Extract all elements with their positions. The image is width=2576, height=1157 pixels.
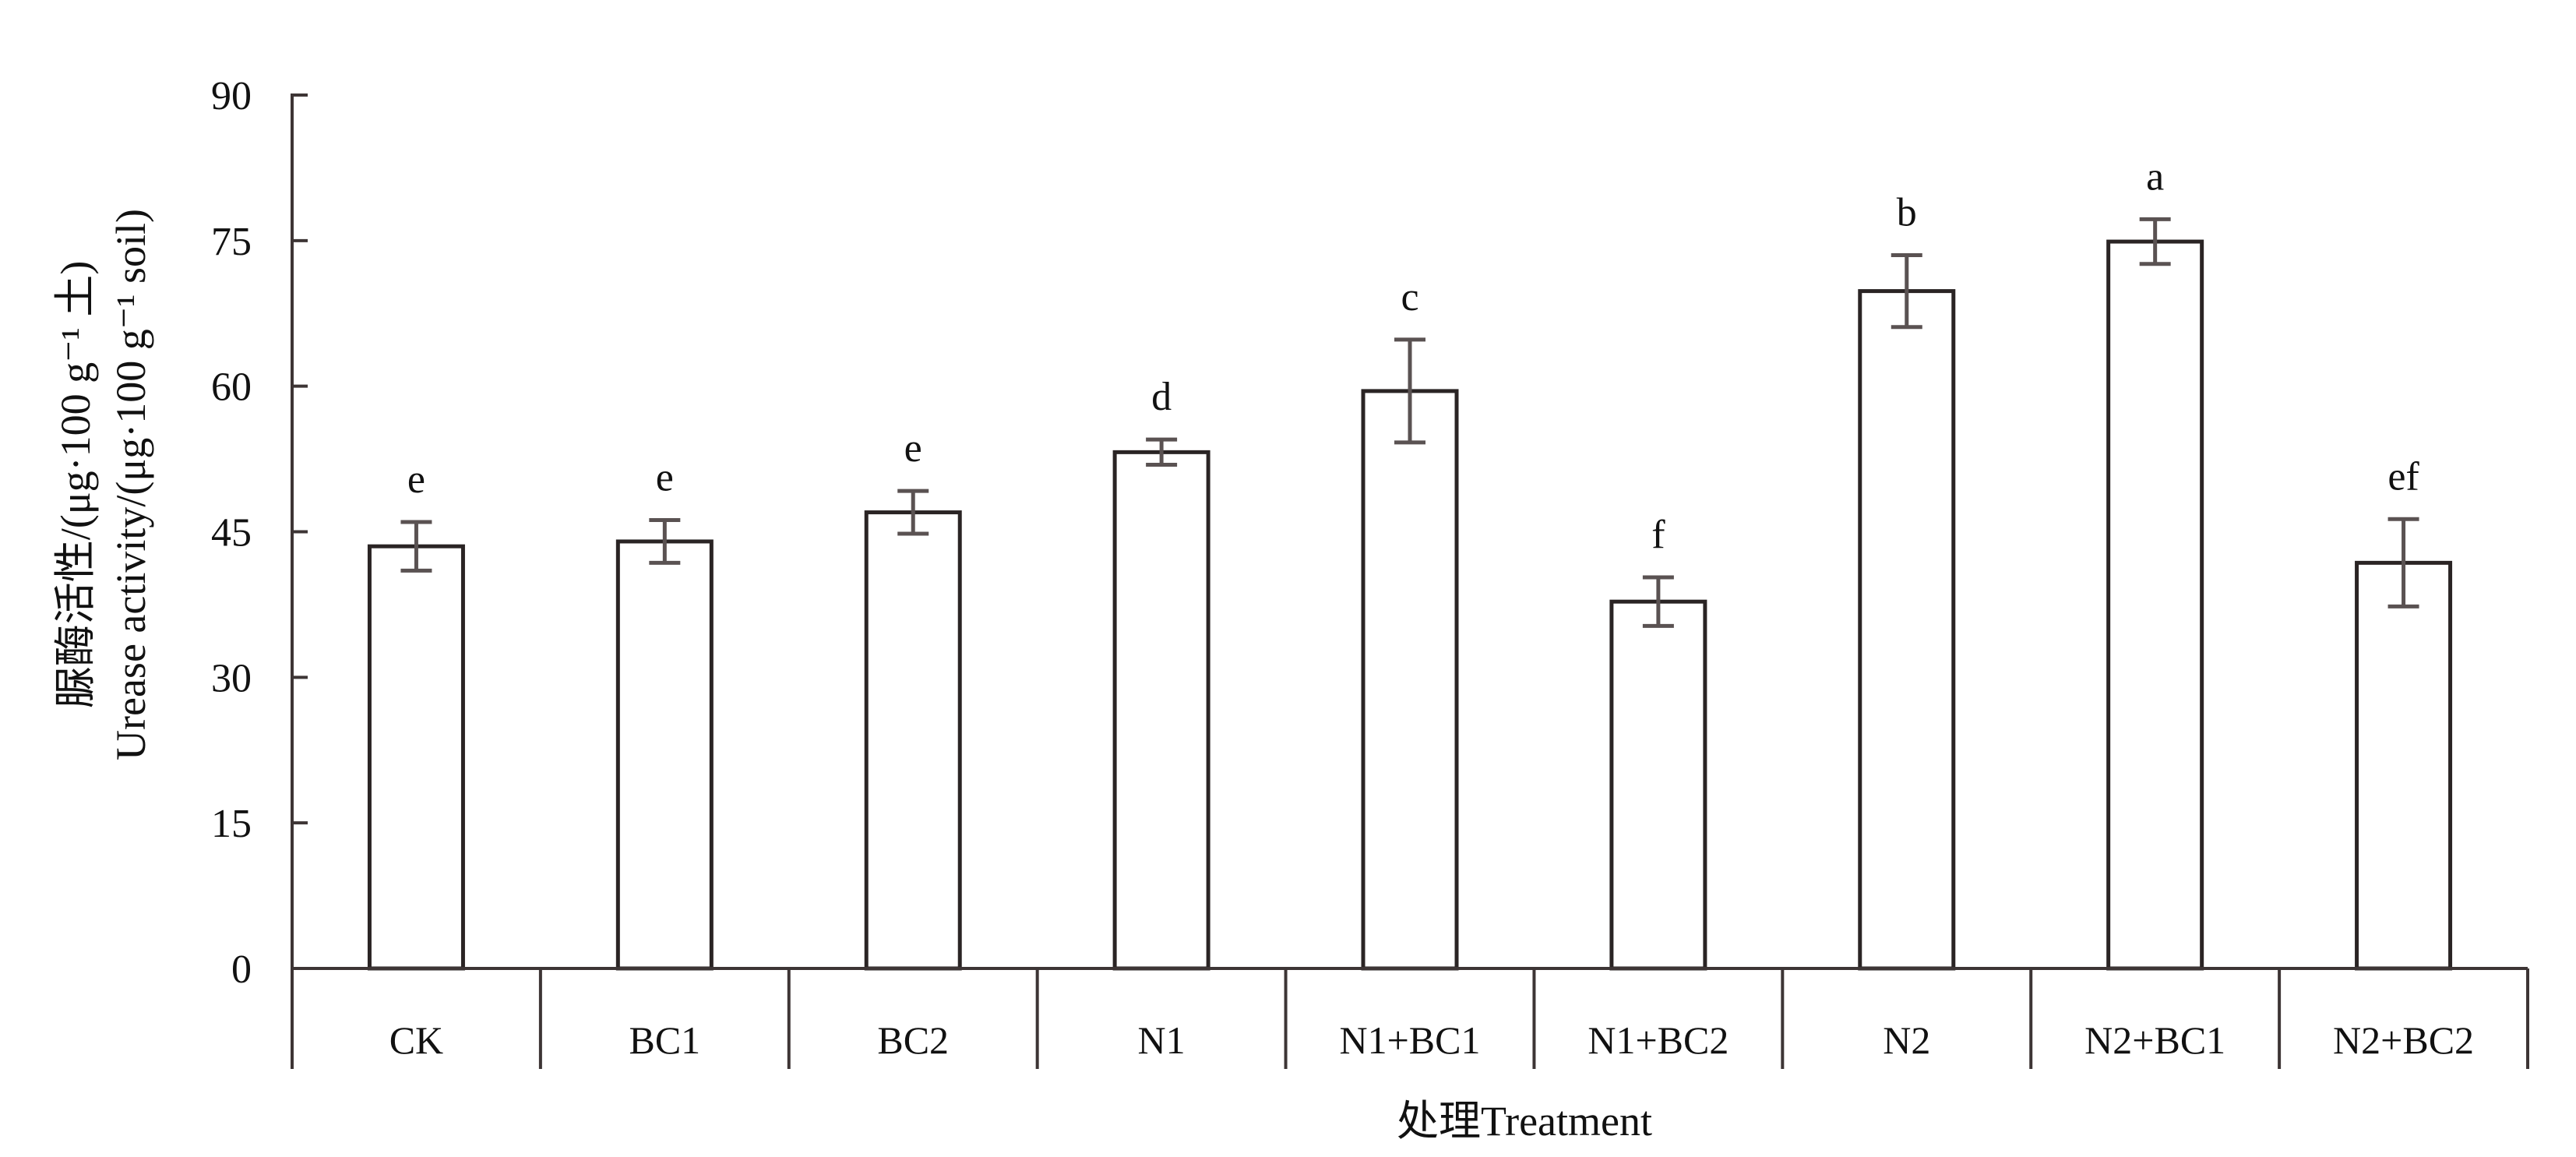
x-tick-label: N1+BC2 bbox=[1588, 1018, 1728, 1062]
x-tick-label: N1+BC1 bbox=[1339, 1018, 1480, 1062]
x-tick-label: BC1 bbox=[629, 1018, 700, 1062]
bar bbox=[367, 544, 465, 971]
y-axis: 0 15 30 45 60 75 90 bbox=[211, 74, 308, 992]
y-tick-label: 30 bbox=[211, 656, 252, 700]
y-tick-label: 15 bbox=[211, 802, 252, 846]
significance-label: c bbox=[1401, 275, 1418, 319]
bar bbox=[1361, 389, 1459, 971]
y-axis-title-line-cn: 脲酶活性/(μg·100 g⁻¹ 土) bbox=[52, 261, 99, 709]
significance-label: f bbox=[1651, 513, 1665, 557]
x-tick-label: N2+BC1 bbox=[2084, 1018, 2225, 1062]
y-axis-title: 脲酶活性/(μg·100 g⁻¹ 土) Urease activity/(μg·… bbox=[52, 209, 154, 760]
x-tick-label: N1 bbox=[1138, 1018, 1186, 1062]
x-tick-label: BC2 bbox=[877, 1018, 949, 1062]
significance-label: e bbox=[407, 457, 425, 502]
significance-label: e bbox=[904, 426, 922, 471]
x-tick-label: N2+BC2 bbox=[2333, 1018, 2474, 1062]
significance-label: a bbox=[2146, 154, 2164, 199]
x-tick-label: CK bbox=[389, 1018, 443, 1062]
x-tick-label: N2 bbox=[1883, 1018, 1930, 1062]
x-axis-title: 处理Treatment bbox=[1397, 1098, 1652, 1145]
y-tick-label: 0 bbox=[231, 947, 252, 992]
x-axis: CK BC1 BC2 N1 N1+BC1 N1+BC2 N2 N2+BC1 N2+BC2 bbox=[291, 967, 2529, 1069]
bars: e e e d c f b a ef bbox=[367, 154, 2453, 971]
bar bbox=[1609, 599, 1707, 971]
y-tick-label: 60 bbox=[211, 365, 252, 410]
significance-label: b bbox=[1897, 191, 1917, 235]
significance-label: ef bbox=[2387, 454, 2419, 499]
bar bbox=[2106, 239, 2204, 971]
bar bbox=[2355, 560, 2453, 971]
bar bbox=[615, 539, 714, 971]
y-tick-label: 75 bbox=[211, 220, 252, 264]
bar bbox=[1858, 289, 1956, 971]
y-axis-title-line-en: Urease activity/(μg·100 g⁻¹ soil) bbox=[107, 209, 154, 760]
significance-label: d bbox=[1151, 375, 1172, 419]
significance-label: e bbox=[656, 456, 674, 500]
bar bbox=[1112, 450, 1210, 971]
y-tick-label: 90 bbox=[211, 74, 252, 118]
y-tick-label: 45 bbox=[211, 511, 252, 556]
bar bbox=[864, 510, 962, 971]
